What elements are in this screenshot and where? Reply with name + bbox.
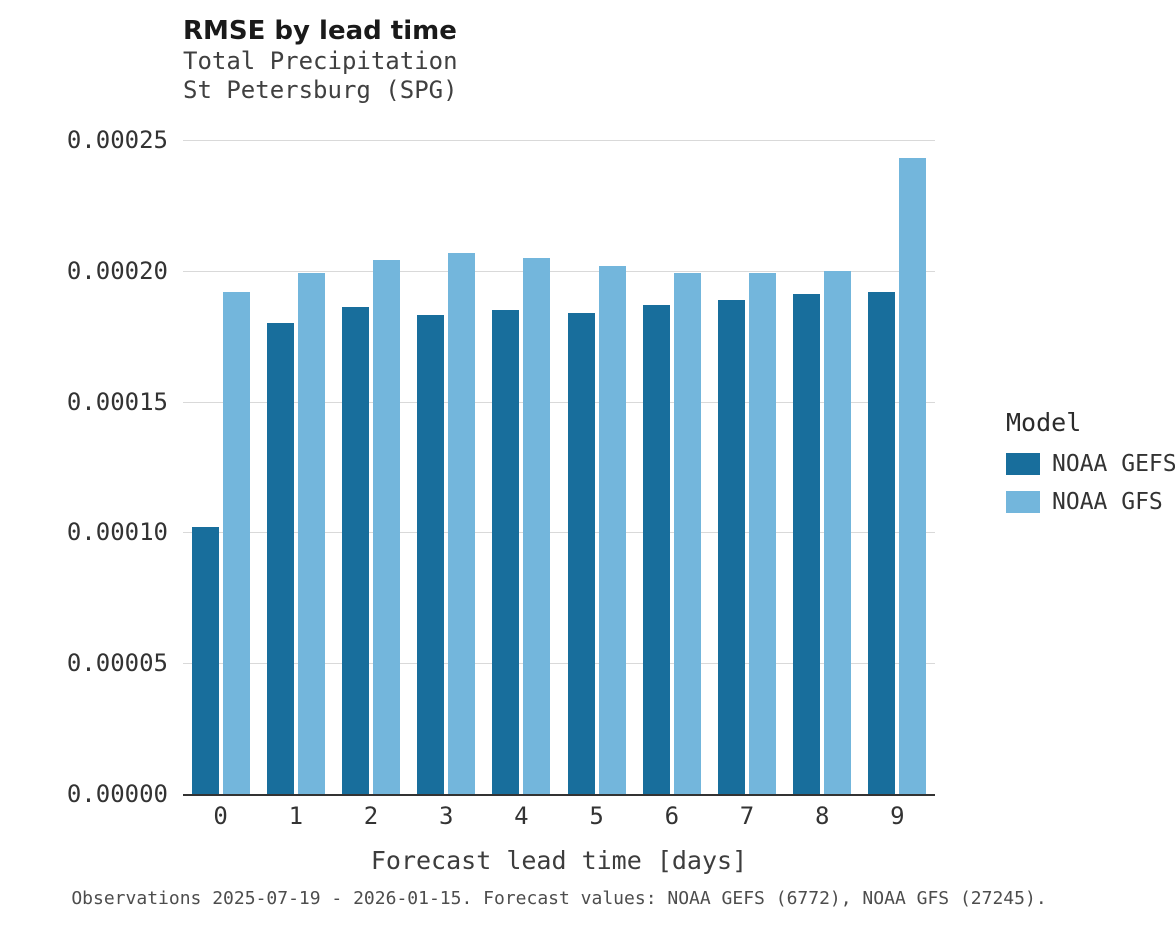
y-tick-label: 0.00005 (66, 649, 168, 678)
y-tick-label: 0.00010 (66, 518, 168, 547)
chart-title: RMSE by lead time (183, 16, 457, 46)
chart-subtitle-variable: Total Precipitation (183, 47, 458, 76)
bar-noaa-gfs-day-4 (523, 257, 551, 794)
gridline (183, 663, 935, 665)
gridline (183, 270, 935, 272)
legend-label-gefs: NOAA GEFS (1052, 451, 1175, 477)
legend-label-gfs: NOAA GFS (1052, 489, 1163, 515)
legend-swatch-gefs (1006, 453, 1040, 475)
bar-noaa-gefs-day-1 (266, 323, 294, 794)
bar-noaa-gefs-day-9 (868, 291, 896, 794)
bar-noaa-gefs-day-8 (793, 294, 821, 794)
legend: Model NOAA GEFS NOAA GFS (1006, 408, 1175, 527)
bar-noaa-gfs-day-2 (373, 260, 400, 794)
legend-entry-gfs: NOAA GFS (1006, 489, 1175, 515)
y-tick-label: 0.00015 (66, 387, 168, 416)
bar-noaa-gefs-day-5 (567, 312, 595, 794)
caption: Observations 2025-07-19 - 2026-01-15. Fo… (71, 888, 1047, 909)
x-tick-label: 4 (514, 802, 529, 830)
bar-noaa-gefs-day-3 (417, 315, 445, 794)
y-tick-label: 0.00025 (66, 126, 168, 154)
bar-noaa-gfs-day-6 (673, 273, 701, 794)
x-tick-label: 9 (890, 802, 905, 830)
chart-subtitle-location: St Petersburg (SPG) (183, 75, 458, 104)
bar-noaa-gefs-day-4 (492, 310, 520, 794)
x-tick-label: 6 (664, 802, 680, 830)
bar-noaa-gefs-day-6 (642, 304, 670, 794)
bar-noaa-gfs-day-1 (297, 273, 325, 794)
bar-noaa-gfs-day-3 (448, 252, 476, 794)
bar-noaa-gfs-day-9 (899, 158, 927, 794)
bar-noaa-gfs-day-0 (222, 291, 250, 794)
x-tick-label: 8 (814, 802, 830, 830)
y-tick-label: 0.00020 (66, 256, 168, 285)
bar-noaa-gefs-day-7 (718, 299, 745, 794)
bar-noaa-gfs-day-8 (824, 270, 852, 794)
x-tick-label: 3 (438, 802, 454, 830)
x-tick-label: 0 (213, 802, 228, 830)
bar-noaa-gefs-day-0 (191, 527, 219, 794)
legend-entry-gefs: NOAA GEFS (1006, 451, 1175, 477)
x-tick-label: 5 (589, 802, 604, 830)
x-tick-label: 2 (363, 802, 379, 830)
plot-area (183, 140, 935, 796)
gridline (183, 401, 935, 403)
bar-noaa-gfs-day-7 (749, 273, 776, 794)
bar-noaa-gfs-day-5 (598, 265, 626, 794)
gridline (183, 532, 935, 534)
y-tick-label: 0.00000 (66, 780, 168, 808)
x-axis-label: Forecast lead time [days] (370, 846, 748, 875)
gridline (183, 140, 935, 141)
bar-noaa-gefs-day-2 (342, 307, 369, 794)
x-tick-label: 7 (739, 802, 755, 830)
title-block: RMSE by lead time Total Precipitation St… (183, 16, 458, 104)
legend-swatch-gfs (1006, 491, 1040, 513)
legend-title: Model (1006, 408, 1082, 437)
x-tick-label: 1 (288, 802, 304, 830)
